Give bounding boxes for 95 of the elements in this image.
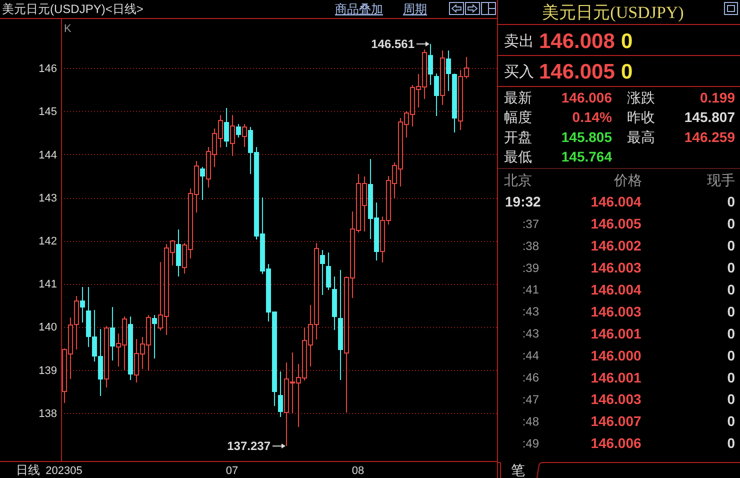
candlestick [434,72,439,117]
text: 0 [727,413,736,430]
text: :44 [522,348,540,363]
candlestick [110,306,115,362]
x-tick-label: 08 [352,464,364,477]
text: 146.008 [539,30,616,53]
text: :39 [522,260,540,275]
candlestick [242,123,247,148]
text: :49 [522,436,540,450]
text: 0 [727,435,736,452]
candlestick [230,114,235,157]
candlestick [152,314,157,359]
text: :37 [522,216,540,231]
y-tick-label: 146 [38,63,57,76]
text: 146.259 [684,128,736,145]
y-tick-label: 144 [38,149,57,162]
text: 最低 [504,148,532,164]
candlestick [278,370,283,418]
text: 146.004 [590,281,642,298]
text: :41 [522,282,540,297]
text: 146.005 [539,60,616,84]
y-tick-label: 139 [38,364,57,377]
candlestick [200,166,205,201]
annotation: K [64,22,72,35]
text: 价格 [613,172,642,188]
candlestick [320,250,325,296]
y-tick-label: 145 [38,106,57,118]
candlestick [428,43,433,86]
text: 幅度 [504,109,532,126]
text: 146.003 [590,303,642,320]
text: 145.807 [684,109,736,126]
text: 卖出 [504,32,534,50]
text: :38 [522,238,540,253]
candlestick [446,50,451,92]
text: 0 [727,238,736,254]
text: 现手 [707,172,735,188]
text: 北京 [504,172,532,188]
text: 0 [621,60,633,84]
text: 146.001 [590,325,642,342]
text: 最新 [504,89,532,106]
text: 146.001 [590,369,642,386]
y-tick-label: 141 [38,278,57,291]
x-axis-title: 日线 [16,463,40,478]
text: 买入 [504,63,534,80]
y-tick-label: 142 [38,235,57,248]
text: 19:32 [505,194,542,210]
text: 0 [727,391,736,408]
text: 146.003 [590,391,642,408]
text: 146.006 [561,89,612,106]
text: 0 [727,303,736,320]
text: 0 [727,347,736,364]
candlestick [236,124,241,138]
candlestick [80,286,85,324]
text: 周期 [403,2,427,16]
text: 0 [727,325,736,342]
text: 146.006 [590,435,642,452]
text: 0.14% [572,109,613,126]
x-tick-label: 202305 [46,464,82,477]
text: 昨收 [627,109,655,126]
text: 146.000 [590,347,642,364]
text: 涨跌 [627,89,655,106]
text: :46 [522,370,540,385]
y-tick-label: 138 [38,408,57,420]
text: :48 [522,414,540,428]
candlestick [224,107,229,148]
text: 145.805 [561,128,612,145]
text: 笔 [511,462,525,478]
text: 商品叠加 [335,2,383,16]
text: 0 [727,216,736,232]
text: 0 [727,369,736,386]
text: 0 [621,30,633,53]
x-tick-label: 07 [226,464,238,477]
text: :47 [522,392,540,407]
text: 146.007 [590,413,642,430]
text: 145.764 [561,148,612,164]
text: 146.003 [590,259,642,276]
text: 美元日元(USDJPY) [542,2,684,22]
candlestick [176,228,181,277]
text: 0 [727,281,736,298]
text: 146.005 [590,216,642,232]
text: :43 [522,326,540,341]
y-tick-label: 140 [38,322,57,334]
text: 0.199 [700,89,736,106]
text: :43 [522,304,540,319]
text: 开盘 [504,128,532,145]
chart-title: 美元日元(USDJPY)<日线> [2,2,144,16]
text: 最高 [627,128,655,145]
annotation: 137.237 [227,439,271,454]
text: 146.002 [590,238,642,254]
y-tick-label: 143 [38,192,57,204]
text: 0 [727,259,736,276]
candlestick [326,252,331,290]
text: 0 [727,194,736,210]
annotation: 146.561 [371,37,415,52]
text: 146.004 [590,194,642,210]
